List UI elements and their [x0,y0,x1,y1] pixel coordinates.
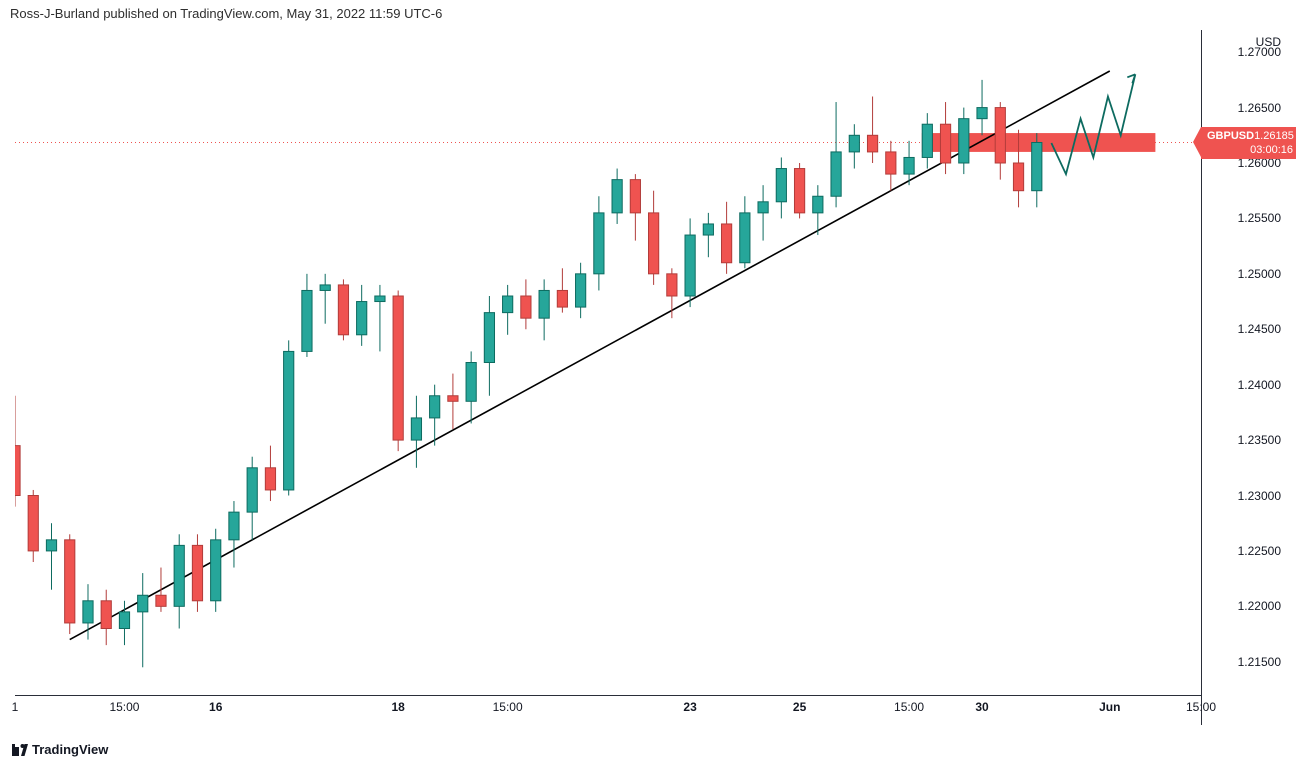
price-tag-countdown: 03:00:16 [1250,144,1293,156]
tradingview-icon [12,744,28,756]
x-tick-label: 15:00 [1186,700,1216,714]
current-price-tag: GBPUSD1.26185 03:00:16 [1201,127,1296,159]
price-tag-value: 1.26185 [1254,130,1294,142]
price-tag-arrow [1193,127,1201,157]
x-tick-label: 1 [12,700,19,714]
x-tick-label: 23 [683,700,696,714]
y-tick-label: 1.25000 [1238,267,1281,281]
chart-frame: Ross-J-Burland published on TradingView.… [0,0,1296,767]
x-tick-label: 18 [391,700,404,714]
y-tick-label: 1.23000 [1238,489,1281,503]
x-tick-label: 15:00 [894,700,924,714]
publish-info: Ross-J-Burland published on TradingView.… [10,6,442,21]
tradingview-logo: TradingView [12,742,108,757]
y-tick-label: 1.22000 [1238,599,1281,613]
y-tick-label: 1.24500 [1238,322,1281,336]
x-tick-label: 25 [793,700,806,714]
y-tick-label: 1.27000 [1238,45,1281,59]
tradingview-label: TradingView [32,742,108,757]
y-tick-label: 1.24000 [1238,378,1281,392]
y-tick-label: 1.23500 [1238,433,1281,447]
x-tick-label: 15:00 [109,700,139,714]
chart-plot-area[interactable] [15,30,1201,696]
y-tick-label: 1.26500 [1238,101,1281,115]
y-tick-label: 1.21500 [1238,655,1281,669]
x-tick-label: 16 [209,700,222,714]
y-tick-label: 1.25500 [1238,211,1281,225]
x-tick-label: 30 [975,700,988,714]
x-tick-label: Jun [1099,700,1120,714]
candlestick-chart-svg [15,30,1201,695]
x-tick-label: 15:00 [493,700,523,714]
y-tick-label: 1.22500 [1238,544,1281,558]
price-tag-symbol: GBPUSD [1207,129,1254,143]
